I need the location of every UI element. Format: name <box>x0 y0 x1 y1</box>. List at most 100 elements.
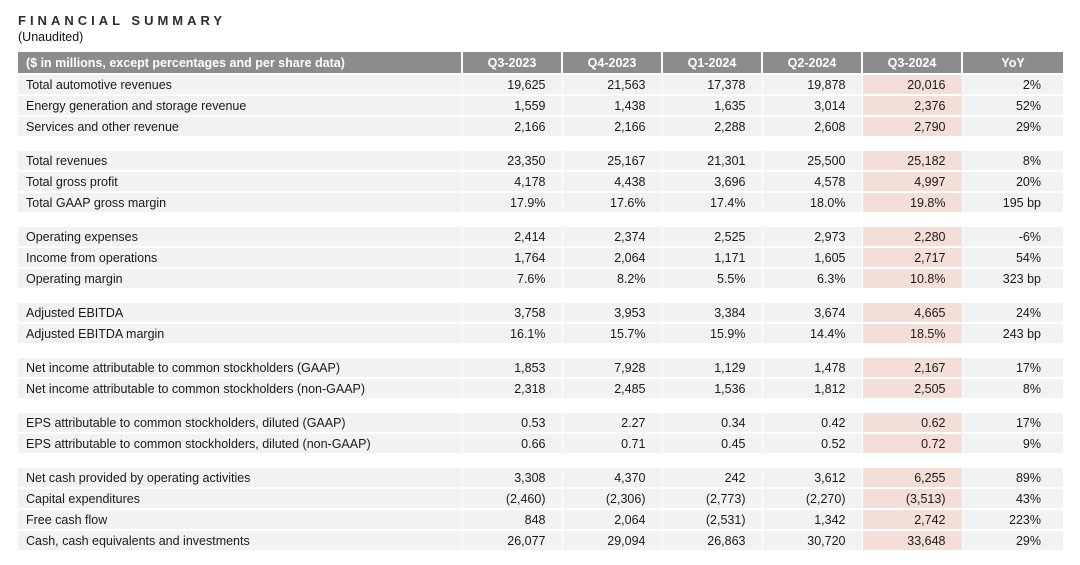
value-cell: 2,166 <box>561 115 662 136</box>
row-label: Cash, cash equivalents and investments <box>18 529 462 550</box>
table-row: Energy generation and storage revenue 1,5… <box>18 94 1063 116</box>
value-cell: 26,863 <box>661 529 762 550</box>
value-cell: 20,016 <box>861 73 962 95</box>
row-label: Total automotive revenues <box>18 73 462 95</box>
yoy-cell: 24% <box>961 301 1063 323</box>
value-cell: 30,720 <box>761 529 862 550</box>
value-cell: 25,167 <box>561 149 662 171</box>
row-label: Free cash flow <box>18 508 462 530</box>
row-label: Income from operations <box>18 246 462 268</box>
yoy-cell: 243 bp <box>961 322 1063 343</box>
value-cell: 2,166 <box>461 115 562 136</box>
value-cell: 2,280 <box>861 225 962 247</box>
table-row: Operating margin 7.6% 8.2% 5.5% 6.3% 10.8% 323… <box>18 267 1063 288</box>
value-cell: 2,505 <box>861 377 962 398</box>
section-spacer <box>18 212 1063 226</box>
table-row: EPS attributable to common stockholders,… <box>18 432 1063 453</box>
value-cell: 1,438 <box>561 94 662 116</box>
value-cell: 25,182 <box>861 149 962 171</box>
yoy-cell: 9% <box>961 432 1063 453</box>
value-cell: 19.8% <box>861 191 962 212</box>
value-cell: 1,635 <box>661 94 762 116</box>
value-cell: 0.71 <box>561 432 662 453</box>
row-label: Total revenues <box>18 149 462 171</box>
page-title: FINANCIAL SUMMARY <box>18 13 227 28</box>
value-cell: 7,928 <box>561 356 662 378</box>
yoy-cell: 17% <box>961 356 1063 378</box>
row-label: Operating margin <box>18 267 462 288</box>
header-units-label: ($ in millions, except percentages and p… <box>18 52 462 74</box>
yoy-cell: 89% <box>961 466 1063 488</box>
table-row: Capital expenditures (2,460) (2,306) (2,773… <box>18 487 1063 509</box>
row-label: Operating expenses <box>18 225 462 247</box>
value-cell: 1,171 <box>661 246 762 268</box>
table-row: Adjusted EBITDA margin 16.1% 15.7% 15.9% 14.… <box>18 322 1063 343</box>
value-cell: 3,612 <box>761 466 862 488</box>
table-row: EPS attributable to common stockholders,… <box>18 411 1063 433</box>
value-cell: 2,064 <box>561 246 662 268</box>
table-row: Cash, cash equivalents and investments 26… <box>18 529 1063 550</box>
header-col-q1-2024: Q1-2024 <box>661 52 762 74</box>
value-cell: 17.6% <box>561 191 662 212</box>
value-cell: 21,563 <box>561 73 662 95</box>
yoy-cell: 195 bp <box>961 191 1063 212</box>
section-spacer <box>18 398 1063 412</box>
value-cell: 2,414 <box>461 225 562 247</box>
yoy-cell: 323 bp <box>961 267 1063 288</box>
section-spacer <box>18 288 1063 302</box>
value-cell: 2.27 <box>561 411 662 433</box>
table-row: Operating expenses 2,414 2,374 2,525 2,973 2,… <box>18 225 1063 247</box>
value-cell: 4,178 <box>461 170 562 192</box>
value-cell: 2,167 <box>861 356 962 378</box>
yoy-cell: 43% <box>961 487 1063 509</box>
value-cell: 1,559 <box>461 94 562 116</box>
value-cell: 4,438 <box>561 170 662 192</box>
table-row: Total automotive revenues 19,625 21,563 17,… <box>18 73 1063 95</box>
table-body: Total automotive revenues 19,625 21,563 17,… <box>18 73 1063 550</box>
row-label: Adjusted EBITDA margin <box>18 322 462 343</box>
value-cell: (3,513) <box>861 487 962 509</box>
value-cell: 1,536 <box>661 377 762 398</box>
row-label: Net income attributable to common stockh… <box>18 356 462 378</box>
value-cell: 3,674 <box>761 301 862 323</box>
value-cell: 2,790 <box>861 115 962 136</box>
value-cell: 14.4% <box>761 322 862 343</box>
value-cell: 3,953 <box>561 301 662 323</box>
yoy-cell: 2% <box>961 73 1063 95</box>
value-cell: (2,531) <box>661 508 762 530</box>
value-cell: 23,350 <box>461 149 562 171</box>
row-label: Capital expenditures <box>18 487 462 509</box>
value-cell: 6,255 <box>861 466 962 488</box>
value-cell: 2,288 <box>661 115 762 136</box>
table-row: Total revenues 23,350 25,167 21,301 25,500 25… <box>18 149 1063 171</box>
value-cell: 29,094 <box>561 529 662 550</box>
row-label: Adjusted EBITDA <box>18 301 462 323</box>
value-cell: 2,525 <box>661 225 762 247</box>
row-label: Net cash provided by operating activitie… <box>18 466 462 488</box>
value-cell: 18.5% <box>861 322 962 343</box>
spacer-cell <box>18 212 1063 226</box>
value-cell: 7.6% <box>461 267 562 288</box>
table-row: Net income attributable to common stockh… <box>18 356 1063 378</box>
value-cell: 3,758 <box>461 301 562 323</box>
row-label: EPS attributable to common stockholders,… <box>18 432 462 453</box>
value-cell: (2,270) <box>761 487 862 509</box>
value-cell: 0.42 <box>761 411 862 433</box>
row-label: Total gross profit <box>18 170 462 192</box>
value-cell: 6.3% <box>761 267 862 288</box>
table-row: Income from operations 1,764 2,064 1,171 1,6… <box>18 246 1063 268</box>
value-cell: 17.9% <box>461 191 562 212</box>
value-cell: 3,308 <box>461 466 562 488</box>
value-cell: 3,696 <box>661 170 762 192</box>
section-spacer <box>18 343 1063 357</box>
value-cell: 2,973 <box>761 225 862 247</box>
value-cell: 1,478 <box>761 356 862 378</box>
table-row: Net cash provided by operating activitie… <box>18 466 1063 488</box>
value-cell: 19,878 <box>761 73 862 95</box>
header-col-yoy: YoY <box>961 52 1063 74</box>
section-spacer <box>18 136 1063 150</box>
value-cell: 0.72 <box>861 432 962 453</box>
value-cell: 3,384 <box>661 301 762 323</box>
value-cell: 0.62 <box>861 411 962 433</box>
yoy-cell: 8% <box>961 149 1063 171</box>
